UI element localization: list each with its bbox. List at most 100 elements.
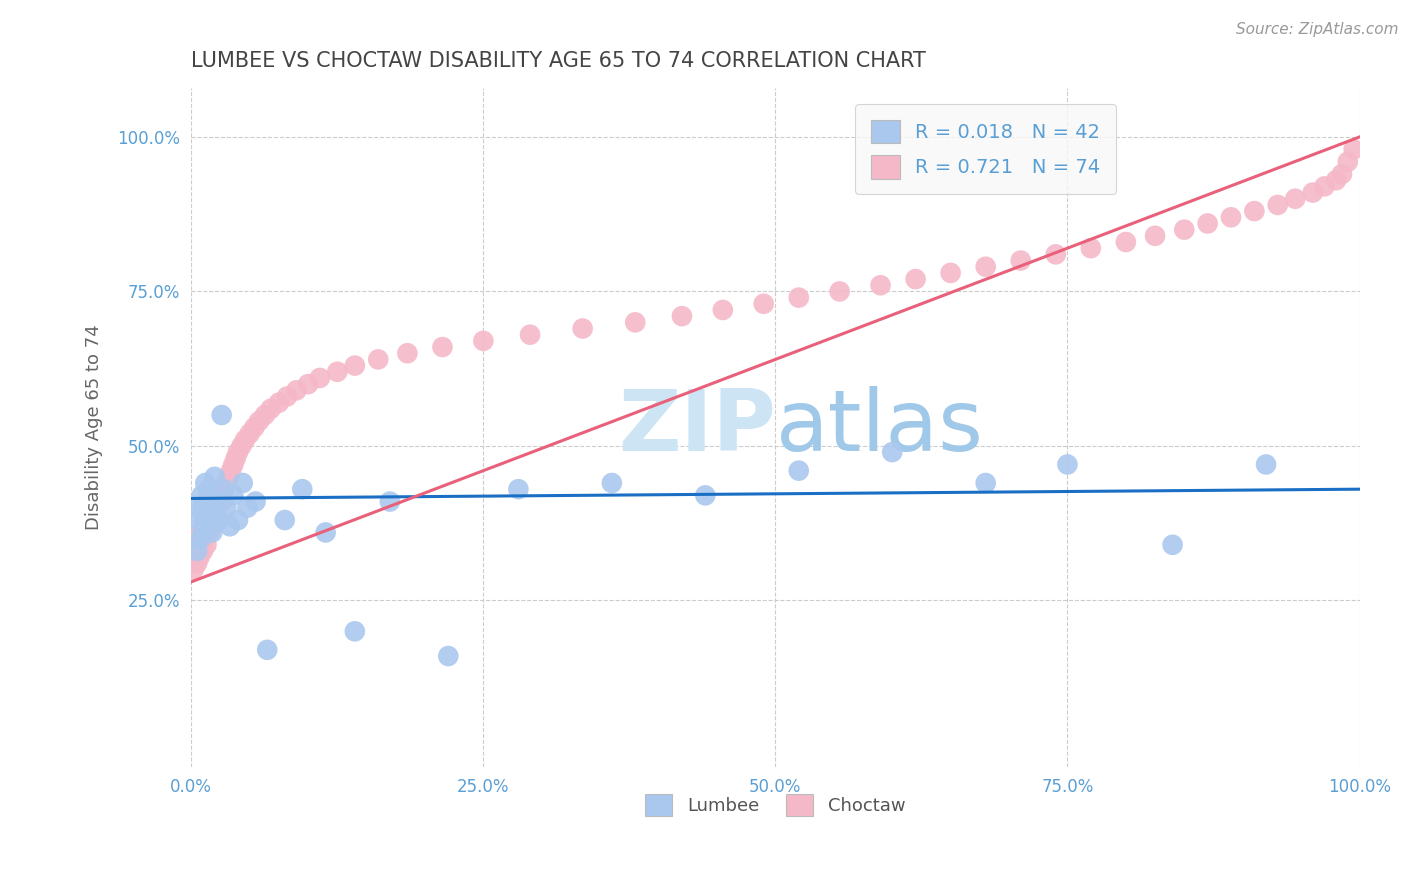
Point	[939, 266, 962, 280]
Y-axis label: Disability Age 65 to 74: Disability Age 65 to 74	[86, 325, 103, 530]
Point	[236, 500, 259, 515]
Point	[215, 475, 238, 490]
Point	[432, 340, 454, 354]
Point	[219, 464, 242, 478]
Point	[183, 562, 205, 576]
Text: LUMBEE VS CHOCTAW DISABILITY AGE 65 TO 74 CORRELATION CHART: LUMBEE VS CHOCTAW DISABILITY AGE 65 TO 7…	[191, 51, 927, 70]
Legend: Lumbee, Choctaw: Lumbee, Choctaw	[638, 787, 912, 822]
Point	[1302, 186, 1324, 200]
Point	[201, 513, 224, 527]
Point	[1080, 241, 1102, 255]
Point	[396, 346, 419, 360]
Point	[204, 507, 226, 521]
Point	[208, 513, 231, 527]
Point	[519, 327, 541, 342]
Point	[190, 525, 212, 540]
Point	[225, 451, 247, 466]
Point	[974, 260, 997, 274]
Point	[1343, 142, 1365, 156]
Point	[193, 513, 215, 527]
Point	[882, 445, 904, 459]
Point	[198, 500, 221, 515]
Point	[1313, 179, 1336, 194]
Point	[191, 500, 214, 515]
Point	[218, 470, 240, 484]
Point	[243, 420, 266, 434]
Point	[1056, 458, 1078, 472]
Point	[343, 359, 366, 373]
Point	[1284, 192, 1306, 206]
Point	[256, 643, 278, 657]
Point	[1267, 198, 1289, 212]
Point	[193, 513, 215, 527]
Point	[1197, 217, 1219, 231]
Point	[226, 445, 249, 459]
Point	[624, 315, 647, 329]
Point	[308, 371, 330, 385]
Point	[326, 365, 349, 379]
Point	[211, 408, 233, 422]
Point	[974, 475, 997, 490]
Point	[195, 538, 218, 552]
Point	[600, 475, 623, 490]
Point	[198, 525, 221, 540]
Point	[218, 519, 240, 533]
Point	[1144, 228, 1167, 243]
Point	[198, 507, 221, 521]
Point	[571, 321, 593, 335]
Point	[378, 494, 401, 508]
Point	[200, 519, 222, 533]
Point	[194, 525, 217, 540]
Point	[1161, 538, 1184, 552]
Text: atlas: atlas	[775, 386, 983, 469]
Point	[212, 482, 235, 496]
Text: ZIP: ZIP	[617, 386, 775, 469]
Point	[226, 513, 249, 527]
Point	[208, 488, 231, 502]
Point	[1115, 235, 1137, 249]
Point	[508, 482, 530, 496]
Point	[201, 525, 224, 540]
Point	[1045, 247, 1067, 261]
Point	[184, 544, 207, 558]
Point	[188, 550, 211, 565]
Text: Source: ZipAtlas.com: Source: ZipAtlas.com	[1236, 22, 1399, 37]
Point	[232, 475, 254, 490]
Point	[187, 532, 209, 546]
Point	[222, 458, 245, 472]
Point	[188, 500, 211, 515]
Point	[253, 408, 276, 422]
Point	[437, 648, 460, 663]
Point	[904, 272, 927, 286]
Point	[186, 513, 208, 527]
Point	[205, 494, 228, 508]
Point	[1173, 222, 1195, 236]
Point	[233, 433, 256, 447]
Point	[239, 426, 262, 441]
Point	[191, 544, 214, 558]
Point	[204, 470, 226, 484]
Point	[197, 519, 219, 533]
Point	[315, 525, 337, 540]
Point	[343, 624, 366, 639]
Point	[671, 309, 693, 323]
Point	[472, 334, 495, 348]
Point	[197, 513, 219, 527]
Point	[190, 532, 212, 546]
Point	[752, 297, 775, 311]
Point	[194, 475, 217, 490]
Point	[711, 303, 734, 318]
Point	[367, 352, 389, 367]
Point	[1010, 253, 1032, 268]
Point	[1220, 211, 1243, 225]
Point	[260, 401, 283, 416]
Point	[205, 500, 228, 515]
Point	[267, 395, 290, 409]
Point	[1243, 204, 1265, 219]
Point	[787, 291, 810, 305]
Point	[291, 482, 314, 496]
Point	[1254, 458, 1277, 472]
Point	[787, 464, 810, 478]
Point	[191, 538, 214, 552]
Point	[869, 278, 891, 293]
